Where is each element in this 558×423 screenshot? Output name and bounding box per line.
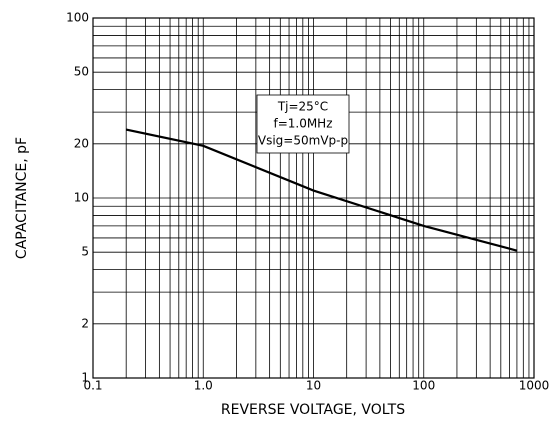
annotation: f=1.0MHz (273, 117, 332, 131)
plot-border (92, 17, 535, 379)
annotation-box (256, 94, 350, 154)
x-tick-label: 0.1 (83, 379, 102, 393)
y-axis-label: CAPACITANCE, pF (14, 137, 30, 259)
y-tick-label: 10 (74, 191, 89, 205)
y-tick-label: 100 (66, 11, 89, 25)
x-tick-label: 1.0 (194, 379, 213, 393)
y-tick-label: 1 (81, 371, 89, 385)
x-tick-label: 10 (306, 379, 321, 393)
y-tick-label: 5 (81, 245, 89, 259)
x-tick-label: 100 (412, 379, 435, 393)
annotation: Tj=25°C (277, 100, 328, 114)
y-tick-label: 50 (74, 65, 89, 79)
x-axis-label: REVERSE VOLTAGE, VOLTS (221, 402, 405, 418)
y-tick-label: 20 (74, 136, 89, 150)
annotation: Vsig=50mVp-p (258, 134, 348, 148)
x-tick-label: 1000 (519, 379, 550, 393)
y-tick-label: 2 (81, 316, 89, 330)
data-line (125, 128, 518, 252)
